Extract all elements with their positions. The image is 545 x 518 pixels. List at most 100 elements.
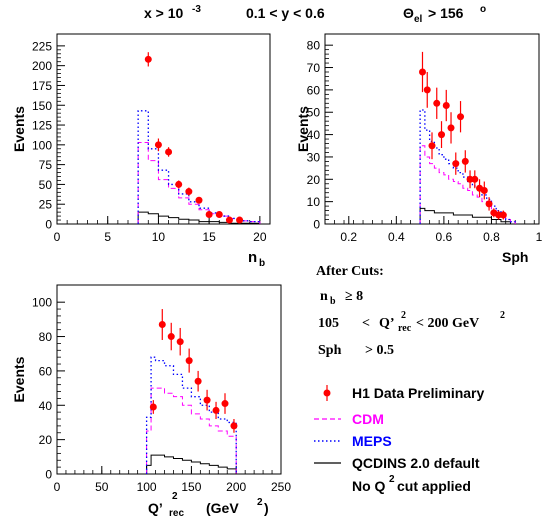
cuts-summary: After Cuts: n b ≥ 8 105 < Q’ 2 rec < 200…	[316, 264, 505, 358]
q2-xlabel-sub: rec	[169, 508, 184, 518]
nb-ytick-label: 75	[39, 158, 53, 172]
header-cut-theta-value: > 156	[428, 5, 464, 21]
nb-xlabel-main: n	[248, 249, 257, 266]
q2-xlabel-unit-close: )	[264, 500, 269, 516]
sph-plot-frame	[324, 33, 540, 225]
legend-qcdins-label: QCDINS 2.0 default	[352, 455, 480, 471]
q2-meps-histogram	[145, 356, 237, 474]
q2-ytick-label: 0	[45, 468, 52, 482]
nb-data-point	[154, 141, 162, 149]
cuts-title: After Cuts:	[316, 264, 384, 279]
q2-data-point	[149, 403, 157, 411]
sph-ytick-label: 30	[307, 150, 321, 164]
sph-data-point	[423, 86, 431, 94]
q2-axis-label: Q’ 2 rec (GeV 2 )	[148, 491, 269, 518]
nb-data-point	[195, 196, 203, 204]
nb-xtick-label: 10	[152, 230, 166, 244]
sph-ytick-label: 60	[307, 83, 321, 97]
header-cut-y: 0.1 < y < 0.6	[246, 5, 325, 21]
cut-q2-var: Q’	[379, 316, 395, 331]
legend: H1 Data Preliminary CDM MEPS QCDINS 2.0 …	[314, 385, 484, 494]
panel-q2-histogram: Events 0 20 40 60 80 100 0 50 100 150 200 250	[11, 284, 291, 494]
nb-data-point	[205, 211, 213, 218]
nb-ylabel: Events	[11, 106, 27, 152]
nb-xtick-label: 0	[54, 230, 61, 244]
sph-data-point	[480, 186, 488, 194]
cut-q2-var-sup: 2	[401, 310, 406, 321]
q2-ytick-label: 20	[39, 433, 53, 447]
sph-ytick-label: 0	[313, 218, 320, 232]
sph-xtick-label: 0.6	[436, 230, 453, 244]
q2-plot-frame	[56, 284, 282, 475]
nb-xtick-label: 5	[104, 230, 111, 244]
sph-ytick-label: 70	[307, 61, 321, 75]
q2-ylabel: Events	[11, 356, 27, 402]
q2-data-point	[167, 333, 175, 341]
sph-qcdins-histogram	[419, 207, 516, 225]
q2-xtick-label: 250	[271, 480, 291, 494]
q2-data-point	[185, 357, 193, 365]
q2-xtick-label: 200	[226, 480, 246, 494]
nb-data-point	[236, 216, 244, 224]
nb-ytick-label: 100	[32, 138, 52, 152]
sph-ylabel: Events	[295, 106, 311, 152]
cut-nb-sub: b	[330, 296, 336, 307]
header-cuts: x > 10 -3 0.1 < y < 0.6 Θ el > 156 o	[144, 4, 486, 25]
nb-data-point	[215, 211, 223, 218]
panel-sph-histogram: Events 0 10 20 30 40 50 60 70 80 0.2 0.4 0.6 0.8 1	[295, 33, 543, 244]
cut-q2-low: 105	[318, 316, 339, 331]
sph-ytick-label: 50	[307, 106, 321, 120]
cut-q2-lt: <	[362, 316, 370, 331]
header-cut-theta-deg: o	[480, 4, 486, 15]
sph-xtick-label: 1	[536, 230, 543, 244]
sph-xtick-label: 0.2	[340, 230, 357, 244]
nb-data-point	[175, 180, 183, 188]
nb-ytick-label: 25	[39, 198, 53, 212]
cut-q2-var-sub: rec	[398, 323, 412, 334]
legend-note-a: No Q	[352, 478, 386, 494]
cut-nb-rest: ≥ 8	[345, 289, 363, 304]
q2-data-point	[194, 377, 202, 385]
nb-axis-label: n b	[248, 249, 265, 269]
sph-ytick-label: 10	[307, 195, 321, 209]
sph-data-point	[433, 99, 441, 107]
q2-xlabel-sup: 2	[172, 491, 178, 502]
nb-xlabel-sub: b	[259, 258, 265, 269]
nb-ytick-label: 175	[32, 79, 52, 93]
q2-qcdins-histogram	[146, 454, 237, 474]
sph-data-point	[485, 200, 493, 208]
nb-ytick-label: 200	[32, 59, 52, 73]
legend-note-sup: 2	[389, 474, 395, 485]
sph-ytick-label: 80	[307, 39, 321, 53]
sph-data-point	[457, 113, 465, 121]
header-cut-theta-symbol: Θ	[403, 5, 414, 21]
header-cut-x-exponent: -3	[192, 4, 201, 15]
q2-data-point	[221, 400, 229, 408]
nb-data-point	[144, 55, 152, 63]
panel-nb-histogram: Events 0 25 50 75 100 125 150 175 200 225 0 5 10 15 20	[11, 33, 271, 244]
nb-meps-histogram	[137, 110, 261, 224]
nb-cdm-histogram	[137, 141, 261, 224]
q2-ytick-label: 100	[32, 296, 52, 310]
cut-sph-rest: > 0.5	[365, 343, 394, 358]
q2-data-point	[212, 406, 220, 414]
q2-data-point	[176, 338, 184, 346]
legend-note-b: cut applied	[397, 478, 471, 494]
sph-data-point	[471, 175, 479, 183]
sph-data-point	[438, 131, 446, 139]
q2-ytick-label: 80	[39, 330, 53, 344]
cut-q2-rest: < 200 GeV	[416, 316, 479, 331]
nb-ytick-label: 125	[32, 119, 52, 133]
q2-xlabel-unit-sup: 2	[257, 497, 263, 508]
nb-plot-frame	[56, 33, 271, 225]
q2-xlabel-unit: (GeV	[206, 500, 239, 516]
sph-data-point	[418, 68, 426, 76]
nb-ytick-label: 150	[32, 99, 52, 113]
cut-nb-main: n	[320, 289, 328, 304]
nb-xtick-label: 15	[202, 230, 216, 244]
sph-xlabel: Sph	[502, 249, 528, 265]
nb-data-point	[165, 148, 173, 156]
nb-ytick-label: 50	[39, 178, 53, 192]
q2-xtick-label: 150	[181, 480, 201, 494]
